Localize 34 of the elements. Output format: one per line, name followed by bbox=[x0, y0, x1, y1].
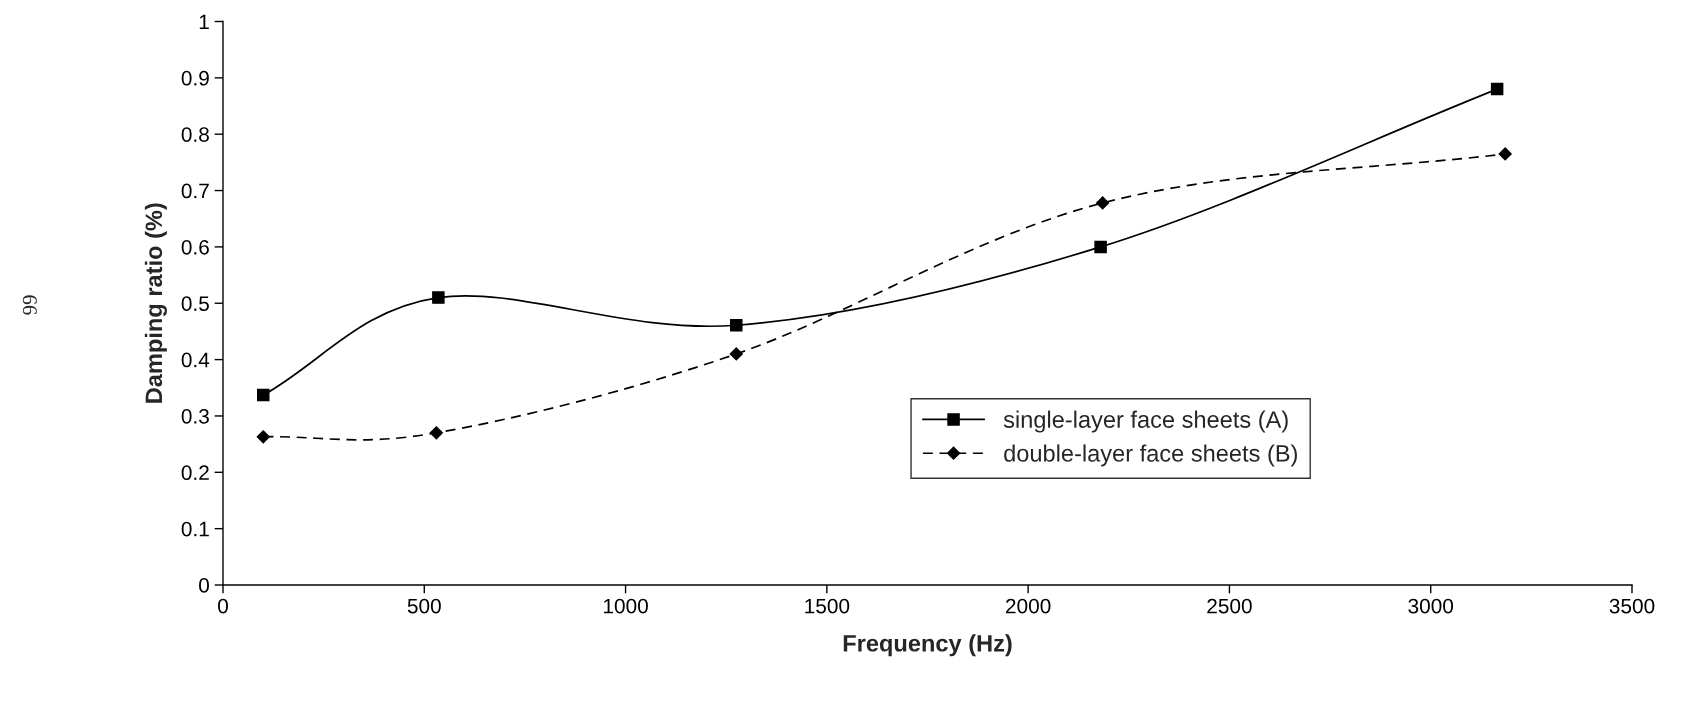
point bbox=[256, 430, 270, 444]
x-tick-label: 1000 bbox=[603, 598, 648, 614]
x-tick-label: 2000 bbox=[1006, 598, 1051, 614]
y-tick-label: 0.4 bbox=[181, 352, 210, 368]
x-axis-title: Frequency (Hz) bbox=[843, 634, 1012, 657]
point bbox=[1490, 82, 1504, 96]
point bbox=[432, 291, 445, 304]
legend-label: double-layer face sheets (B) bbox=[1004, 444, 1297, 467]
y-tick-label: 0.3 bbox=[181, 408, 209, 424]
y-tick-label: 0 bbox=[199, 578, 209, 593]
x-tick-label: 3500 bbox=[1609, 598, 1655, 614]
point bbox=[429, 426, 443, 440]
x-tick-label: 2500 bbox=[1207, 598, 1252, 614]
x-tick-label: 1500 bbox=[805, 598, 850, 614]
y-tick-label: 0.7 bbox=[181, 183, 209, 199]
y-tick-label: 0.2 bbox=[181, 465, 209, 481]
x-tick-label: 0 bbox=[218, 598, 228, 614]
y-tick-label: 0.1 bbox=[181, 521, 209, 537]
text: 66 bbox=[22, 295, 37, 315]
point bbox=[729, 347, 743, 361]
y-tick-label: 0.5 bbox=[181, 296, 209, 311]
x-tick-label: 3000 bbox=[1408, 598, 1454, 614]
x-tick-label: 500 bbox=[407, 598, 441, 614]
legend-label: single-layer face sheets (A) bbox=[1003, 410, 1288, 433]
y-tick-label: 0.9 bbox=[181, 70, 209, 86]
y-tick-label: 1 bbox=[199, 14, 209, 30]
point bbox=[1094, 240, 1107, 254]
point bbox=[730, 318, 743, 332]
y-tick-label: 0.6 bbox=[181, 239, 209, 255]
point bbox=[257, 388, 270, 402]
point bbox=[1498, 147, 1512, 161]
point bbox=[1096, 196, 1110, 210]
y-tick-label: 0.8 bbox=[181, 127, 209, 142]
y-axis-title: Damping ratio (%) bbox=[144, 203, 167, 403]
